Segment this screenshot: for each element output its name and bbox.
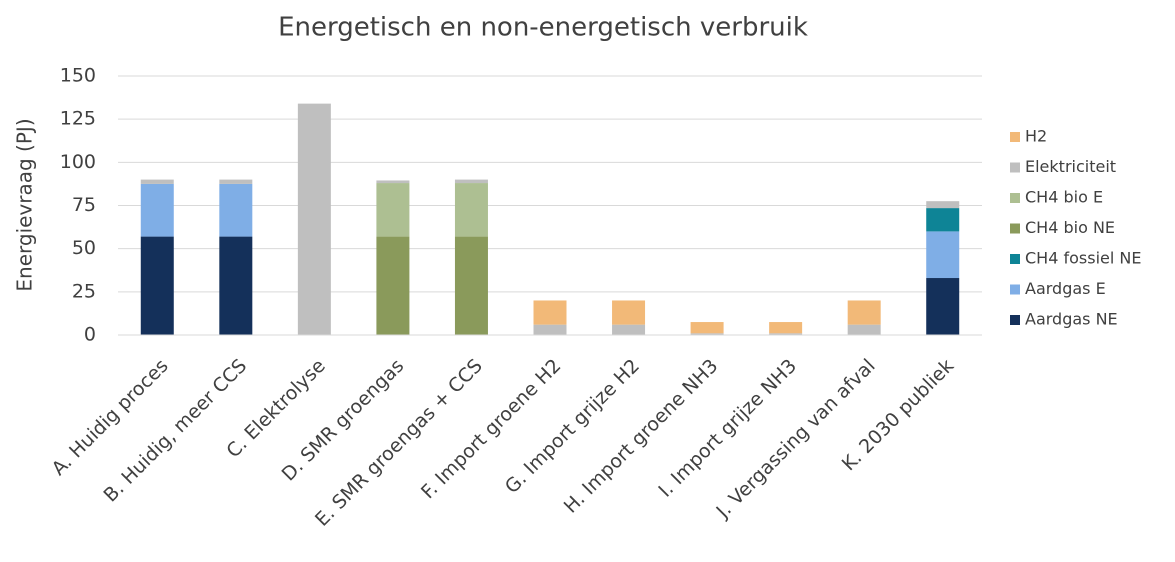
legend-swatch bbox=[1010, 284, 1020, 295]
legend-swatch bbox=[1010, 315, 1020, 325]
y-tick-label: 50 bbox=[72, 237, 96, 259]
bar-segment bbox=[140, 183, 174, 237]
bar-segment bbox=[847, 324, 881, 335]
bar-segment bbox=[847, 300, 881, 325]
bar-segment bbox=[140, 236, 174, 335]
bar-segment bbox=[219, 236, 253, 335]
bar-segment bbox=[926, 278, 960, 335]
x-tick-label: G. Import grijze H2 bbox=[501, 355, 644, 498]
legend-swatch bbox=[1010, 193, 1020, 203]
y-tick-label: 75 bbox=[72, 194, 96, 216]
y-tick-label: 125 bbox=[60, 108, 96, 130]
legend-label: CH4 bio E bbox=[1025, 188, 1103, 207]
bar-segment bbox=[533, 300, 567, 325]
bar-segment bbox=[454, 236, 488, 335]
y-axis-label: Energievraag (PJ) bbox=[13, 118, 37, 291]
x-tick-label: I. Import grijze NH3 bbox=[654, 355, 801, 502]
bar-segment bbox=[926, 231, 960, 279]
bar-segment bbox=[690, 333, 724, 335]
bar-segment bbox=[612, 324, 646, 335]
bar-segment bbox=[376, 183, 410, 237]
bar-segment bbox=[376, 180, 410, 184]
legend-label: Elektriciteit bbox=[1025, 157, 1116, 176]
bar-segment bbox=[454, 183, 488, 237]
y-tick-label: 100 bbox=[60, 151, 96, 173]
legend-label: CH4 fossiel NE bbox=[1025, 249, 1141, 268]
x-tick-label: E. SMR groengas + CCS bbox=[311, 355, 487, 531]
legend-swatch bbox=[1010, 162, 1020, 173]
bar-segment bbox=[219, 179, 253, 184]
y-tick-label: 150 bbox=[60, 65, 96, 87]
legend-swatch bbox=[1010, 132, 1020, 142]
x-tick-label: J. Vergassing van afval bbox=[711, 355, 879, 523]
bar-segment bbox=[926, 208, 960, 232]
bar-segment bbox=[926, 201, 960, 209]
legend-swatch bbox=[1010, 254, 1020, 264]
bar-segment bbox=[769, 333, 803, 335]
bar-segment bbox=[533, 324, 567, 335]
bar-segment bbox=[376, 236, 410, 335]
legend-label: Aardgas E bbox=[1025, 279, 1106, 298]
bar-segment bbox=[690, 322, 724, 334]
bar-segment bbox=[769, 322, 803, 334]
bar-segment bbox=[612, 300, 646, 325]
bar-segment bbox=[140, 179, 174, 184]
y-tick-label: 25 bbox=[72, 280, 96, 302]
x-tick-label: H. Import groene NH3 bbox=[560, 355, 723, 518]
bar-segment bbox=[219, 183, 253, 237]
bar-segment bbox=[454, 179, 488, 184]
legend-label: Aardgas NE bbox=[1025, 310, 1118, 329]
legend-label: H2 bbox=[1025, 127, 1047, 146]
x-tick-label: B. Huidig, meer CCS bbox=[100, 355, 252, 507]
y-tick-label: 0 bbox=[84, 324, 96, 346]
x-tick-label: F. Import groene H2 bbox=[417, 355, 565, 503]
bar-segment bbox=[297, 103, 331, 335]
chart-title: Energetisch en non-energetisch verbruik bbox=[278, 13, 808, 43]
legend-swatch bbox=[1010, 223, 1020, 234]
legend-label: CH4 bio NE bbox=[1025, 218, 1115, 237]
